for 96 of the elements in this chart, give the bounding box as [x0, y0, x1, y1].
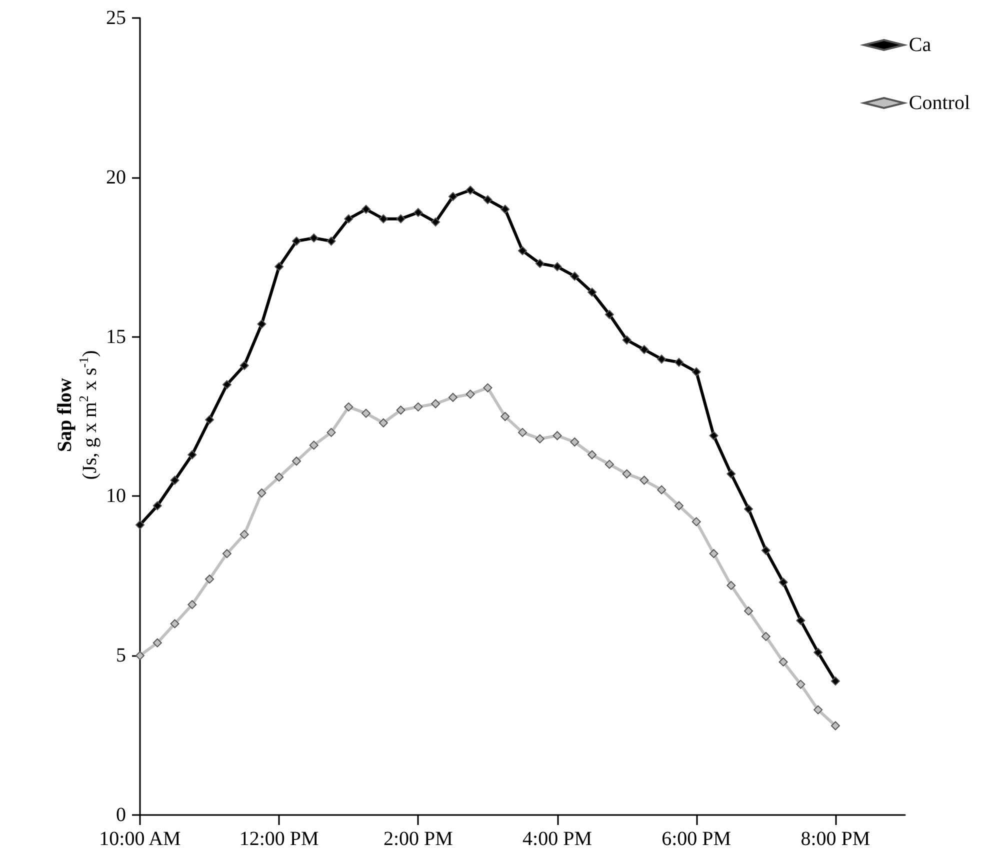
point	[761, 632, 770, 641]
point	[431, 399, 440, 408]
point	[796, 680, 806, 689]
point	[483, 383, 492, 392]
point	[326, 428, 336, 437]
point	[362, 408, 371, 418]
point	[152, 501, 162, 510]
x-tick-label: 6:00 PM	[662, 828, 732, 850]
point	[778, 578, 788, 587]
point	[378, 214, 388, 224]
point	[674, 501, 684, 510]
point	[692, 517, 701, 526]
point	[604, 310, 614, 319]
point	[622, 335, 632, 344]
point	[535, 258, 544, 268]
point	[326, 236, 336, 246]
x-tick-label: 4:00 PM	[522, 828, 592, 850]
point	[552, 431, 562, 440]
point	[674, 358, 684, 367]
legend-label: Control	[908, 92, 970, 114]
point	[205, 574, 214, 584]
point	[240, 360, 249, 370]
point	[500, 204, 510, 214]
point	[570, 272, 580, 281]
point	[814, 648, 823, 657]
point	[274, 262, 284, 272]
y-tick-label: 15	[106, 326, 126, 348]
point	[170, 476, 180, 485]
x-tick-label: 10:00 AM	[99, 828, 182, 850]
point	[448, 392, 458, 402]
point	[396, 406, 406, 415]
point	[640, 476, 649, 485]
x-tick-label: 2:00 PM	[383, 828, 454, 850]
point	[483, 195, 492, 204]
point	[188, 600, 197, 610]
point	[396, 214, 406, 224]
point	[152, 638, 162, 648]
point	[222, 380, 232, 390]
point	[431, 218, 440, 227]
point	[744, 606, 754, 616]
point	[240, 530, 249, 539]
point	[726, 469, 736, 478]
point	[552, 262, 562, 272]
point	[414, 402, 423, 412]
point	[378, 418, 388, 428]
point	[657, 354, 666, 364]
point	[709, 431, 718, 440]
point	[466, 186, 475, 195]
y-tick-label: 20	[106, 166, 126, 188]
point	[778, 657, 788, 666]
point	[796, 616, 806, 626]
y-tick-label: 0	[116, 804, 126, 826]
point	[188, 450, 197, 460]
point	[205, 415, 214, 424]
x-tick-label: 8:00 PM	[800, 828, 870, 850]
point	[136, 651, 144, 660]
point	[640, 345, 649, 354]
y-tick-label: 5	[116, 644, 126, 667]
point	[257, 320, 266, 329]
point	[344, 402, 354, 412]
point	[570, 438, 580, 447]
point	[414, 208, 423, 217]
point	[309, 440, 318, 450]
point	[448, 192, 458, 202]
point	[622, 469, 632, 478]
point	[657, 485, 666, 494]
point	[518, 246, 527, 256]
point	[466, 390, 475, 399]
point	[170, 619, 180, 628]
point	[692, 367, 701, 376]
point	[604, 460, 614, 469]
y-tick-label: 25	[106, 7, 126, 29]
point	[830, 721, 840, 730]
x-tick-label: 12:00 PM	[239, 828, 320, 850]
point	[744, 504, 754, 514]
point	[588, 450, 597, 460]
point	[830, 676, 840, 686]
point	[761, 546, 770, 555]
point	[518, 428, 527, 437]
point	[362, 204, 371, 214]
point	[292, 456, 301, 466]
point	[709, 549, 718, 558]
point	[292, 236, 301, 246]
legend-label: Ca	[908, 34, 932, 56]
y-tick-label: 10	[106, 485, 126, 508]
point	[136, 520, 144, 530]
point	[309, 233, 318, 242]
point	[500, 412, 510, 421]
point	[274, 472, 284, 482]
point	[257, 488, 266, 498]
point	[588, 288, 597, 297]
point	[726, 580, 736, 590]
point	[814, 705, 823, 714]
point	[535, 434, 544, 444]
point	[222, 549, 232, 558]
point	[344, 214, 354, 224]
